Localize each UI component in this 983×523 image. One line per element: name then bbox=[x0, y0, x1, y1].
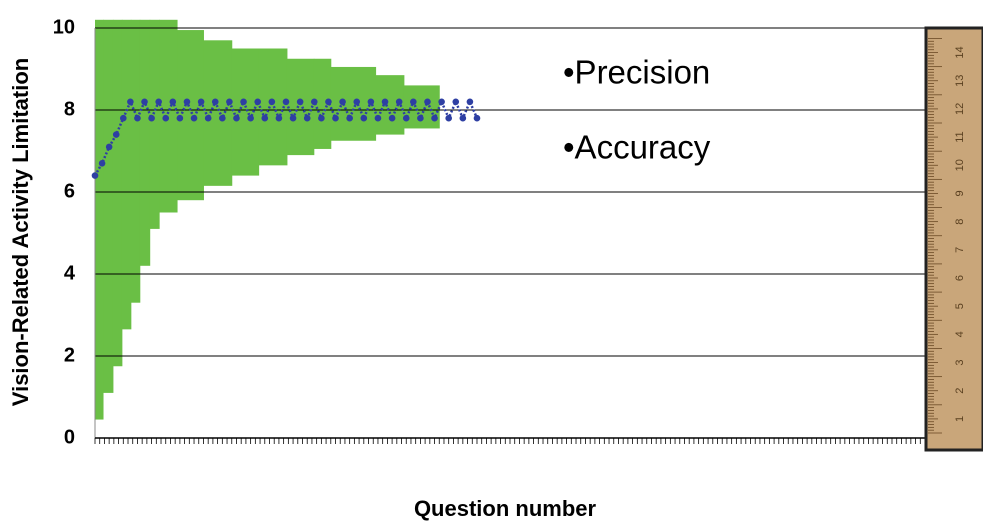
range-band bbox=[159, 20, 177, 213]
data-point bbox=[141, 99, 148, 106]
data-point bbox=[452, 99, 459, 106]
data-point bbox=[445, 115, 452, 122]
range-band bbox=[140, 20, 150, 266]
data-point bbox=[460, 115, 467, 122]
data-point bbox=[375, 115, 382, 122]
data-point bbox=[325, 99, 332, 106]
data-point bbox=[467, 99, 474, 106]
ruler-label: 7 bbox=[954, 247, 966, 253]
ruler-label: 13 bbox=[954, 75, 966, 87]
ruler-label: 3 bbox=[954, 359, 966, 365]
data-point bbox=[212, 99, 219, 106]
data-point bbox=[184, 99, 191, 106]
data-point bbox=[134, 115, 141, 122]
data-point bbox=[304, 115, 311, 122]
y-tick-label: 6 bbox=[64, 180, 75, 202]
data-point bbox=[120, 115, 127, 122]
y-tick-label: 0 bbox=[64, 426, 75, 448]
range-band bbox=[122, 20, 131, 330]
plot-area: 0 2 4 6 8 10 bbox=[53, 16, 925, 448]
ruler-label: 2 bbox=[954, 388, 966, 394]
ruler-label: 8 bbox=[954, 219, 966, 225]
data-point bbox=[410, 99, 417, 106]
data-point bbox=[99, 160, 106, 167]
range-band bbox=[177, 30, 204, 200]
data-point bbox=[113, 131, 120, 138]
data-point bbox=[438, 99, 445, 106]
y-axis-label: Vision-Related Activity Limitation bbox=[8, 58, 33, 406]
ruler-label: 6 bbox=[954, 275, 966, 281]
data-point bbox=[127, 99, 134, 106]
data-point bbox=[226, 99, 233, 106]
data-point bbox=[474, 115, 481, 122]
data-point bbox=[205, 115, 212, 122]
data-point bbox=[361, 115, 368, 122]
data-point bbox=[297, 99, 304, 106]
data-point bbox=[155, 99, 162, 106]
data-point bbox=[177, 115, 184, 122]
x-axis-label: Question number bbox=[414, 496, 597, 521]
data-point bbox=[389, 115, 396, 122]
data-point bbox=[382, 99, 389, 106]
range-band bbox=[203, 40, 232, 186]
ruler-label: 12 bbox=[954, 103, 966, 115]
ruler-label: 10 bbox=[954, 159, 966, 171]
data-point bbox=[191, 115, 198, 122]
data-point bbox=[368, 99, 375, 106]
data-point bbox=[417, 115, 424, 122]
data-point bbox=[92, 172, 99, 179]
range-band bbox=[103, 20, 113, 393]
data-point bbox=[233, 115, 240, 122]
data-point bbox=[219, 115, 226, 122]
data-point bbox=[403, 115, 410, 122]
data-point bbox=[396, 99, 403, 106]
data-point bbox=[106, 144, 113, 151]
data-point bbox=[170, 99, 177, 106]
data-point bbox=[332, 115, 339, 122]
data-point bbox=[261, 115, 268, 122]
data-point bbox=[254, 99, 261, 106]
range-band bbox=[287, 59, 314, 155]
data-point bbox=[311, 99, 318, 106]
ruler-label: 9 bbox=[954, 190, 966, 196]
data-point bbox=[240, 99, 247, 106]
ruler-label: 11 bbox=[954, 131, 966, 142]
data-point bbox=[353, 99, 360, 106]
range-band bbox=[95, 20, 104, 420]
y-tick-label: 2 bbox=[64, 344, 75, 366]
data-point bbox=[162, 115, 169, 122]
data-point bbox=[318, 115, 325, 122]
chart: Question number Vision-Related Activity … bbox=[0, 0, 983, 523]
range-band bbox=[150, 20, 160, 229]
ruler-label: 4 bbox=[954, 331, 966, 337]
annotation: •Accuracy bbox=[563, 129, 711, 166]
ruler-body bbox=[926, 28, 983, 450]
range-band bbox=[404, 85, 440, 128]
range-band bbox=[131, 20, 140, 303]
data-point bbox=[346, 115, 353, 122]
data-point bbox=[198, 99, 205, 106]
ruler-label: 14 bbox=[954, 46, 966, 58]
y-tick-label: 4 bbox=[64, 262, 76, 284]
ruler-label: 1 bbox=[954, 416, 966, 422]
data-point bbox=[431, 115, 438, 122]
y-tick-label: 10 bbox=[53, 16, 75, 38]
data-point bbox=[247, 115, 254, 122]
annotation: •Precision bbox=[563, 54, 710, 91]
y-tick-label: 8 bbox=[64, 98, 75, 120]
ruler-label: 5 bbox=[954, 303, 966, 309]
range-band bbox=[232, 49, 259, 176]
data-point bbox=[283, 99, 290, 106]
data-point bbox=[269, 99, 276, 106]
data-point bbox=[424, 99, 431, 106]
range-band bbox=[113, 20, 122, 366]
data-point bbox=[339, 99, 346, 106]
data-point bbox=[290, 115, 297, 122]
data-point bbox=[276, 115, 283, 122]
data-point bbox=[148, 115, 155, 122]
